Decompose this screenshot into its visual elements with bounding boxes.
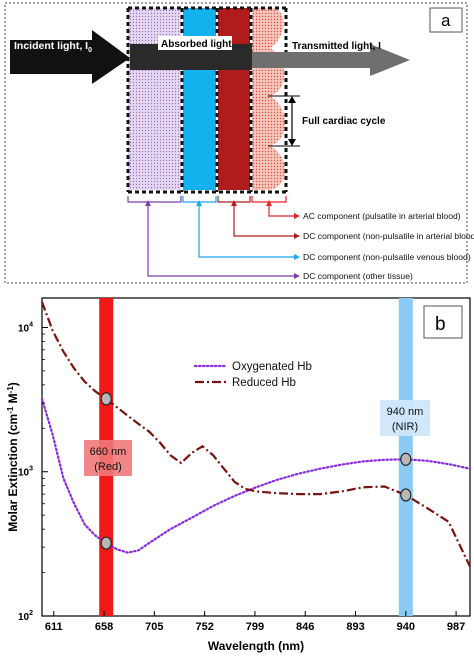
marker-940-reduced bbox=[400, 488, 412, 502]
x-tick-label: 658 bbox=[95, 621, 113, 633]
x-tick-label: 799 bbox=[246, 621, 264, 633]
legend: Oxygenated Hb Reduced Hb bbox=[193, 361, 312, 389]
oxygenated-hb-line bbox=[40, 397, 472, 554]
x-tick-label: 846 bbox=[296, 621, 314, 633]
panel-b-label: b bbox=[435, 314, 446, 335]
panel-a: Incident light, I0 Absorbed light Transm… bbox=[4, 2, 474, 284]
x-tick-label: 987 bbox=[447, 621, 465, 633]
intersection-markers bbox=[100, 392, 412, 550]
red-label-box bbox=[84, 440, 132, 476]
red-label-line2: (Red) bbox=[94, 461, 122, 473]
panel-b-label-box bbox=[423, 305, 463, 339]
x-tick-label: 705 bbox=[145, 621, 163, 633]
y-tick-label: 102 bbox=[18, 610, 33, 623]
component-label-ac-arterial: AC component (pulsatile in arterial bloo… bbox=[303, 211, 461, 221]
x-tick-label: 940 bbox=[397, 621, 415, 633]
x-tick-label: 611 bbox=[45, 621, 63, 633]
marker-940-oxygenated bbox=[400, 452, 412, 466]
panel-b: 660 nm (Red) 940 nm (NIR) Oxygenated Hb … bbox=[6, 297, 472, 653]
component-leaders bbox=[147, 202, 295, 277]
nir-label-box bbox=[380, 400, 430, 436]
component-label-dc-arterial: DC component (non-pulsatile in arterial … bbox=[303, 231, 474, 241]
y-tick-label: 103 bbox=[18, 466, 33, 479]
transmitted-light-arrow bbox=[252, 44, 410, 76]
y-axis-ticks: 102 103 104 bbox=[18, 321, 48, 623]
absorbed-light-box bbox=[158, 36, 232, 50]
component-arrowheads bbox=[145, 200, 300, 279]
red-label-line1: 660 nm bbox=[90, 446, 127, 458]
panel-a-label-box bbox=[429, 7, 463, 33]
y-tick-label: 104 bbox=[18, 321, 33, 334]
marker-660-reduced bbox=[100, 392, 112, 406]
x-axis-label: Wavelength (nm) bbox=[208, 639, 304, 653]
nir-label-line1: 940 nm bbox=[387, 406, 424, 418]
cardiac-cycle-indicator bbox=[268, 95, 300, 147]
x-tick-label: 752 bbox=[195, 621, 213, 633]
component-label-dc-venous: DC component (non-pulsatile venous blood… bbox=[303, 252, 471, 262]
arterial-dc-layer bbox=[218, 8, 250, 190]
transmitted-light-label: Transmitted light, I bbox=[292, 41, 381, 52]
other-tissue-layer bbox=[128, 8, 181, 190]
x-tick-label: 893 bbox=[346, 621, 364, 633]
reduced-hb-line bbox=[40, 301, 471, 568]
incident-light-arrow bbox=[10, 30, 130, 84]
incident-light-label: Incident light, I0 bbox=[14, 40, 92, 54]
legend-oxygenated-label: Oxygenated Hb bbox=[232, 361, 312, 373]
full-cardiac-cycle-label: Full cardiac cycle bbox=[302, 116, 386, 127]
panel-a-label: a bbox=[441, 11, 451, 30]
venous-blood-layer bbox=[183, 8, 216, 190]
nir-label-line2: (NIR) bbox=[392, 421, 418, 433]
component-label-dc-tissue: DC component (other tissue) bbox=[303, 271, 413, 281]
absorbed-light-label: Absorbed light bbox=[161, 39, 232, 50]
marker-660-oxygenated bbox=[100, 536, 112, 550]
x-axis-ticks: 611 658 705 752 799 846 893 940 987 bbox=[45, 611, 465, 633]
legend-reduced-label: Reduced Hb bbox=[232, 377, 296, 389]
y-axis-label: Molar Extinction (cm-1 M-1) bbox=[6, 382, 20, 532]
